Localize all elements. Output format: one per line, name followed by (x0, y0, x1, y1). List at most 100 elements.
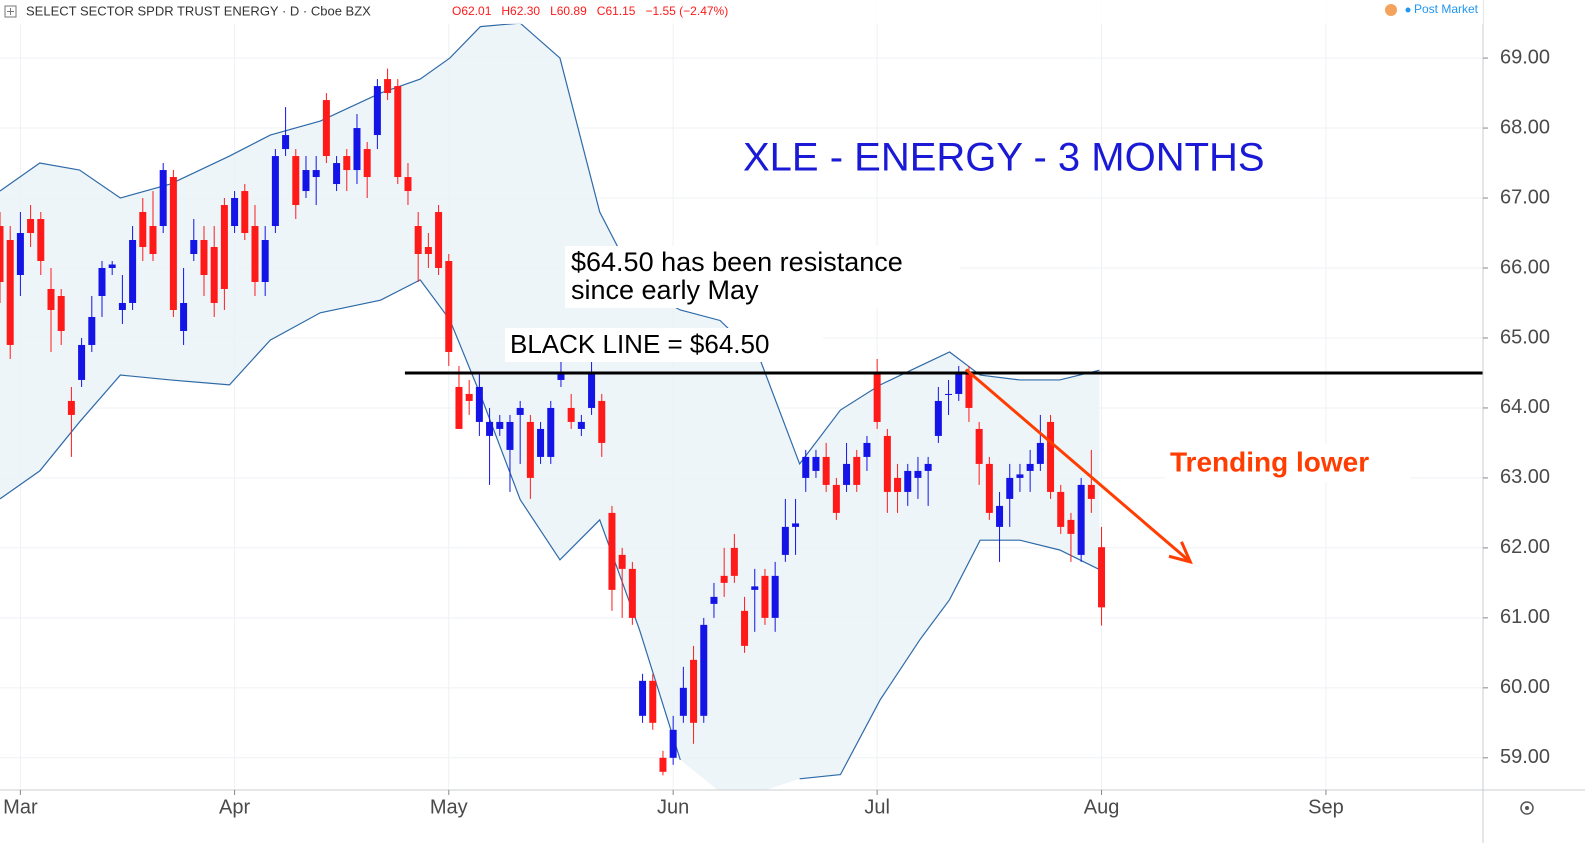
candle-body (6, 240, 14, 345)
candle-body (363, 149, 371, 178)
trend-arrow (964, 368, 1192, 564)
candle-body (822, 456, 830, 485)
candle-body (1098, 547, 1106, 608)
candle-body (149, 226, 157, 255)
header: SELECT SECTOR SPDR TRUST ENERGY · D · Cb… (0, 0, 1483, 24)
candle-body (261, 240, 269, 282)
candle-body (1047, 421, 1055, 492)
candle-body (659, 757, 667, 772)
band-lower (0, 279, 1100, 780)
candle-body (435, 212, 443, 268)
candle-body (1077, 484, 1085, 555)
label-bg (565, 246, 960, 308)
y-tick-label: 64.00 (1500, 396, 1550, 418)
candle-body (618, 554, 626, 569)
candle-body (302, 170, 310, 192)
arrow-head (1168, 541, 1193, 565)
candle-body (180, 302, 188, 331)
candle-body (843, 463, 851, 485)
y-tick-label: 66.00 (1500, 256, 1550, 278)
status-dot (1405, 7, 1411, 13)
candle-body (139, 212, 147, 248)
candle-body (67, 400, 75, 415)
ohlc-value: −1.55 (−2.47%) (645, 4, 728, 18)
annotation: BLACK LINE = $64.50 (510, 329, 769, 359)
candle-body (812, 456, 820, 471)
settings-icon[interactable] (1520, 801, 1534, 815)
candle-body (98, 267, 106, 296)
candle-body (353, 128, 361, 171)
candle-body (159, 170, 167, 227)
candle-body (27, 219, 35, 234)
annotations: $64.50 has been resistance since early M… (404, 136, 1483, 565)
candle-body (537, 428, 545, 457)
candle-body (781, 526, 789, 555)
candle-body (220, 205, 228, 289)
gear-hub (1525, 806, 1529, 810)
candle-body (996, 505, 1004, 527)
candle-body (1026, 463, 1034, 471)
y-tick-label: 62.00 (1500, 536, 1550, 558)
candle-body (1087, 484, 1095, 499)
candle-body (985, 463, 993, 513)
candle-body (914, 470, 922, 478)
candle-body (271, 156, 279, 227)
candle-body (322, 100, 330, 157)
candle-body (251, 226, 259, 282)
annotation: since early May (571, 275, 759, 305)
candle-body (373, 86, 381, 136)
x-tick-label: Aug (1084, 796, 1120, 818)
candle-body (506, 421, 514, 450)
candle-body (384, 79, 392, 94)
candle-body (873, 372, 881, 422)
candle-body (312, 170, 320, 178)
candle-body (802, 456, 810, 478)
symbol: SELECT SECTOR SPDR TRUST ENERGY · D · Cb… (26, 3, 371, 18)
y-tick-label: 65.00 (1500, 326, 1550, 348)
candle-body (598, 400, 606, 443)
candle-body (730, 547, 738, 576)
candle-body (679, 687, 687, 716)
candle-body (475, 386, 483, 422)
label-bg (1165, 444, 1410, 482)
chart-title: XLE - ENERGY - 3 MONTHS (743, 136, 1265, 180)
candle-body (118, 302, 126, 310)
candle-body (455, 386, 463, 429)
candle-body (129, 240, 137, 303)
candle-body (404, 177, 412, 192)
candle-body (445, 261, 453, 352)
candle-body (700, 624, 708, 716)
status: Post Market (1414, 2, 1479, 16)
candle-body (0, 226, 4, 282)
status-icon (1385, 4, 1397, 16)
y-tick-label: 69.00 (1500, 46, 1550, 68)
icon (4, 5, 17, 18)
gear[interactable] (1520, 801, 1534, 815)
y-tick-label: 61.00 (1500, 606, 1550, 628)
candle-body (414, 226, 422, 255)
candle-body (965, 372, 973, 408)
x-tick-label: Mar (3, 796, 38, 818)
candle-body (394, 86, 402, 178)
candle-body (761, 575, 769, 618)
candle-body (669, 729, 677, 758)
candle-body (1016, 474, 1024, 478)
candle-body (792, 523, 800, 527)
candle-body (955, 372, 963, 394)
candle-body (639, 680, 647, 716)
candle-body (231, 198, 239, 227)
candle-body (47, 288, 55, 310)
candle-body (1006, 477, 1014, 499)
candle-body (904, 470, 912, 492)
candles (0, 68, 1106, 776)
ohlc-value: L60.89 (550, 4, 587, 18)
candle-body (751, 586, 759, 590)
candle-body (588, 372, 596, 408)
candle-body (57, 295, 65, 331)
y-tick-label: 59.00 (1500, 746, 1550, 768)
candle-body (832, 484, 840, 513)
candle-body (78, 344, 86, 380)
header-bg (0, 0, 1483, 24)
candle-body (924, 463, 932, 471)
